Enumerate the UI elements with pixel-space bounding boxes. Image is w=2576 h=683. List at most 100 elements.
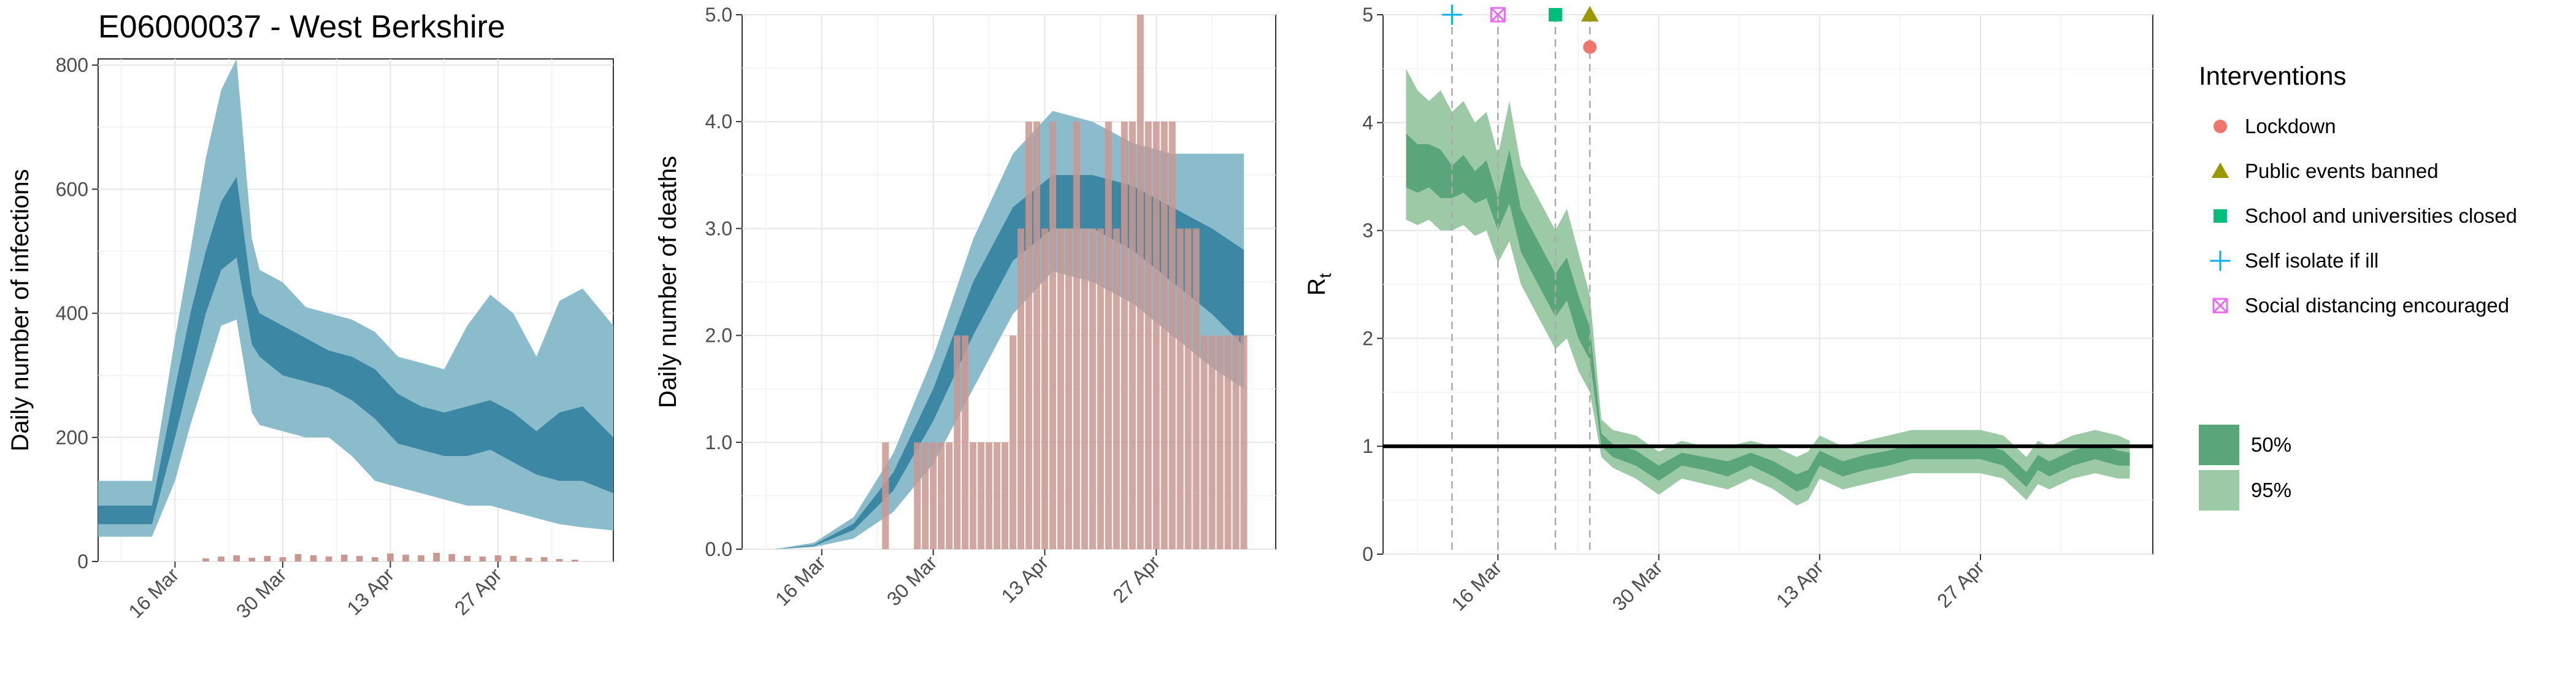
- y-tick-label: 5: [1362, 4, 1373, 26]
- data-bar: [1208, 335, 1216, 549]
- marker-cross: [1490, 7, 1506, 23]
- legend-marker: [2210, 250, 2231, 271]
- data-bar: [994, 442, 1001, 549]
- data-bar: [279, 557, 286, 561]
- data-bar: [294, 554, 302, 561]
- data-bar: [1025, 122, 1032, 549]
- legend-title: Interventions: [2199, 61, 2346, 90]
- x-tick-label: 27 Apr: [1933, 556, 1988, 612]
- legend-item-label: Public events banned: [2245, 160, 2439, 182]
- x-tick-label: 16 Mar: [124, 563, 183, 622]
- data-bar: [946, 442, 953, 549]
- y-tick-label: 5.0: [705, 4, 732, 26]
- y-tick-label: 3.0: [705, 217, 732, 239]
- data-bar: [986, 442, 993, 549]
- legend-item-label: Social distancing encouraged: [2245, 294, 2509, 317]
- y-tick-label: 1.0: [705, 431, 732, 453]
- data-bar: [1097, 228, 1104, 549]
- data-bar: [1232, 335, 1240, 549]
- data-bar: [1192, 228, 1200, 549]
- y-tick-label: 1: [1362, 435, 1373, 457]
- data-bar: [1081, 228, 1088, 549]
- data-bar: [1041, 228, 1048, 549]
- data-bar: [556, 558, 563, 561]
- data-bar: [954, 335, 961, 549]
- data-bar: [218, 556, 224, 561]
- intervention-marker: [1583, 40, 1597, 54]
- data-bar: [264, 555, 271, 561]
- data-bar: [1073, 122, 1080, 549]
- legend-marker: [2212, 298, 2228, 314]
- x-tick-label: 13 Apr: [1772, 556, 1828, 612]
- data-bar: [914, 442, 921, 549]
- legend-ci-label: 50%: [2251, 433, 2291, 456]
- marker-square: [2212, 298, 2228, 314]
- data-bar: [248, 557, 256, 561]
- data-bar: [922, 442, 929, 549]
- data-bar: [525, 557, 532, 561]
- x-tick-label: 27 Apr: [450, 563, 506, 619]
- y-tick-label: 0: [77, 550, 88, 573]
- data-bar: [1065, 228, 1072, 549]
- data-bar: [510, 555, 517, 561]
- y-tick-label: 4: [1362, 112, 1373, 134]
- legend-item-label: Lockdown: [2245, 115, 2336, 137]
- deaths-panel: 0.0 1.0 2.0 3.0 4.0 5.0 16 Mar 30 Mar 13 Apr 27 A…: [654, 4, 1276, 610]
- x-tick-label: 13 Apr: [997, 551, 1053, 607]
- data-bar: [494, 555, 502, 561]
- data-bar: [1129, 122, 1136, 549]
- y-axis-label-text: Daily number of infections: [7, 169, 34, 451]
- data-bar: [372, 557, 378, 561]
- data-bar: [938, 442, 945, 549]
- y-tick-label: 0.0: [705, 538, 732, 560]
- data-bar: [1033, 122, 1040, 549]
- data-bar: [970, 442, 977, 549]
- data-bar: [202, 558, 209, 561]
- page-title: E06000037 - West Berkshire: [98, 9, 505, 45]
- intervention-marker: [1490, 7, 1506, 23]
- y-tick-label: 800: [56, 54, 88, 76]
- data-bar: [1121, 122, 1128, 549]
- data-bar: [1184, 228, 1192, 549]
- data-bar: [325, 556, 332, 561]
- legend-ci-swatch: [2199, 470, 2239, 511]
- marker-square: [1490, 7, 1506, 23]
- data-bar: [433, 552, 440, 561]
- data-bar: [1144, 122, 1152, 549]
- x-tick-label: 13 Apr: [342, 563, 398, 619]
- data-bar: [356, 555, 363, 561]
- legend: Interventions Lockdown Public events banne…: [2199, 61, 2517, 511]
- legend-item-label: Self isolate if ill: [2245, 249, 2379, 272]
- ci-50-band: [773, 175, 1244, 549]
- x-tick-label: 16 Mar: [1447, 556, 1506, 615]
- legend-marker: [2214, 209, 2227, 223]
- infections-panel: 0 200 400 600 800 16 Mar 30 Mar 13 Apr 27 Apr Dai…: [7, 54, 614, 622]
- data-bar: [962, 335, 969, 549]
- intervention-marker: [1441, 4, 1462, 25]
- y-tick-label: 4.0: [705, 110, 732, 133]
- data-bar: [479, 556, 486, 561]
- y-tick-label: 400: [56, 303, 88, 325]
- data-bar: [1240, 335, 1248, 549]
- data-bar: [571, 559, 578, 561]
- y-axis-label-text: R: [1303, 278, 1330, 296]
- data-bar: [540, 557, 548, 561]
- data-bar: [1137, 15, 1144, 549]
- y-tick-label: 0: [1362, 543, 1373, 565]
- data-bar: [930, 442, 937, 549]
- data-bar: [1017, 228, 1024, 549]
- intervention-marker: [1581, 6, 1599, 21]
- y-tick-label: 2.0: [705, 325, 732, 347]
- x-tick-label: 30 Mar: [883, 551, 941, 610]
- data-bar: [1200, 335, 1208, 549]
- data-bar: [1057, 228, 1064, 549]
- data-bar: [978, 442, 985, 549]
- data-bar: [882, 442, 889, 549]
- y-tick-label: 2: [1362, 327, 1373, 349]
- data-bar: [1089, 228, 1096, 549]
- ci-50-band: [98, 177, 613, 525]
- data-bar: [448, 554, 456, 561]
- legend-marker: [2214, 120, 2227, 133]
- legend-ci-label: 95%: [2251, 479, 2291, 501]
